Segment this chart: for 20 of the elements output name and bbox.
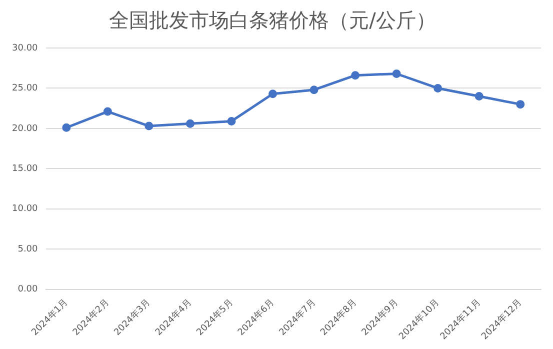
y-tick-label: 30.00 [12, 43, 38, 54]
point [351, 71, 360, 80]
y-tick-label: 0.00 [18, 284, 38, 295]
point [144, 122, 154, 130]
point [268, 90, 277, 98]
point [434, 84, 442, 92]
point [186, 119, 194, 128]
y-tick-label: 20.00 [12, 124, 38, 134]
y-tick-label: 5.00 [18, 244, 38, 254]
point [392, 69, 401, 78]
point [62, 123, 71, 132]
y-tick-label: 25.00 [12, 84, 38, 94]
y-tick-label: 15.00 [12, 164, 38, 174]
chart-title: 全国批发市场白条猪价格（元/公斤） [109, 8, 436, 32]
point [516, 100, 525, 109]
y-tick-label: 10.00 [12, 204, 38, 214]
point [474, 92, 484, 101]
point [103, 107, 112, 116]
point [227, 116, 236, 126]
point [310, 86, 318, 94]
